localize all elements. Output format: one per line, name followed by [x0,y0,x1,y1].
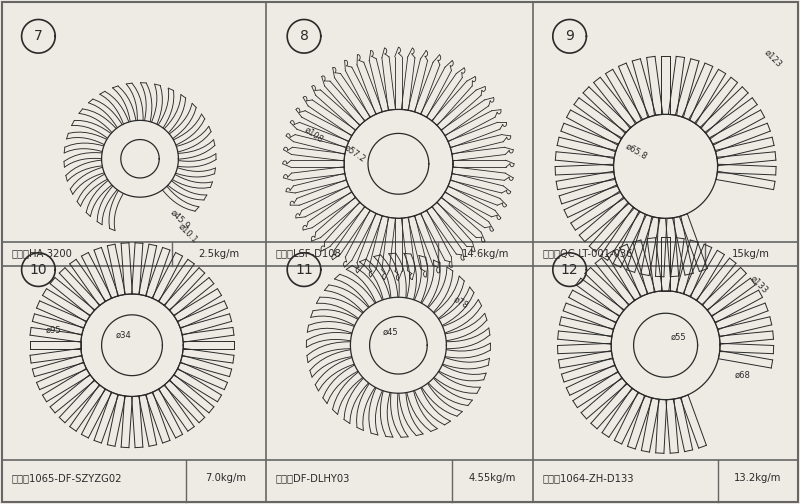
Text: ø133: ø133 [748,274,770,295]
Text: 10: 10 [30,263,47,277]
Text: ø123: ø123 [762,47,784,69]
Text: ø57.2: ø57.2 [342,143,367,164]
Text: ø34: ø34 [116,331,132,340]
Text: 2.5kg/m: 2.5kg/m [198,248,240,259]
Text: 图号：LSF-D108: 图号：LSF-D108 [276,248,342,259]
Text: 11: 11 [295,263,313,277]
Text: 图号：HA-3200: 图号：HA-3200 [12,248,73,259]
Text: ø78: ø78 [452,294,470,310]
Text: 7: 7 [34,29,42,43]
Text: 图号：1064-ZH-D133: 图号：1064-ZH-D133 [542,473,634,483]
Text: 图号：DF-DLHY03: 图号：DF-DLHY03 [276,473,350,483]
Text: 4.55kg/m: 4.55kg/m [469,473,516,483]
Text: 7.0kg/m: 7.0kg/m [206,473,246,483]
Text: 14.6kg/m: 14.6kg/m [462,248,510,259]
Text: ø95: ø95 [46,326,62,335]
Text: 8: 8 [299,29,309,43]
Text: ø65.8: ø65.8 [624,141,649,161]
Text: ø10.1: ø10.1 [176,221,199,244]
Text: ø45.9: ø45.9 [168,208,191,231]
Text: 12: 12 [561,263,578,277]
Text: ø55: ø55 [670,333,686,342]
Text: ø45: ø45 [382,328,398,337]
Text: 图号：QC-LT-001-036: 图号：QC-LT-001-036 [542,248,633,259]
Text: ø68: ø68 [734,371,750,380]
Text: 9: 9 [565,29,574,43]
Text: 13.2kg/m: 13.2kg/m [734,473,782,483]
Text: ø108: ø108 [302,125,325,145]
Text: 15kg/m: 15kg/m [732,248,770,259]
Text: 图号：1065-DF-SZYZG02: 图号：1065-DF-SZYZG02 [12,473,122,483]
